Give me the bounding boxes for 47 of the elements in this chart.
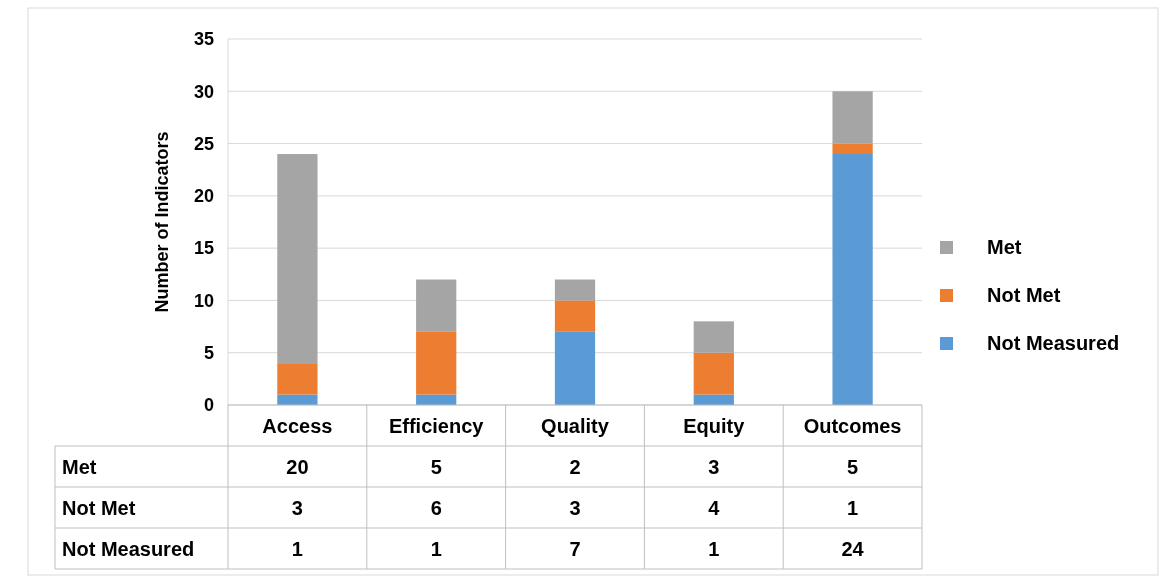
data-label: 6 bbox=[430, 496, 442, 519]
bar bbox=[554, 300, 596, 332]
y-axis-title: Number of Indicators bbox=[152, 131, 172, 313]
y-tick-label: 5 bbox=[203, 343, 214, 364]
bar bbox=[693, 352, 734, 395]
y-tick-label: 0 bbox=[203, 395, 214, 416]
bar bbox=[277, 363, 318, 395]
bar bbox=[554, 331, 596, 405]
data-label: 1 bbox=[847, 496, 859, 519]
data-label: 5 bbox=[430, 455, 442, 478]
y-tick-label: 25 bbox=[193, 133, 214, 154]
bar bbox=[416, 331, 457, 395]
bar bbox=[554, 279, 596, 301]
bar bbox=[832, 143, 873, 155]
y-tick-label: 10 bbox=[193, 290, 214, 311]
x-tick-label: Equity bbox=[683, 414, 746, 437]
data-label: 24 bbox=[841, 537, 865, 560]
data-label: 1 bbox=[291, 537, 303, 560]
bar bbox=[416, 279, 457, 332]
legend-label: Not Met bbox=[987, 284, 1061, 306]
y-tick-label: 15 bbox=[193, 238, 214, 259]
text: Not Met bbox=[62, 496, 136, 519]
data-label: 3 bbox=[569, 496, 581, 519]
data-label: 1 bbox=[708, 537, 720, 560]
bar bbox=[832, 91, 873, 144]
data-label: 2 bbox=[569, 455, 581, 478]
x-tick-label: Access bbox=[262, 414, 333, 437]
legend-label: Met bbox=[987, 236, 1022, 258]
data-label: 20 bbox=[286, 455, 309, 478]
x-tick-label: Quality bbox=[541, 414, 610, 437]
data-label: 5 bbox=[847, 455, 859, 478]
y-tick-label: 20 bbox=[193, 186, 214, 207]
x-tick-label: Outcomes bbox=[803, 414, 902, 437]
x-tick-label: Efficiency bbox=[388, 414, 485, 437]
y-tick-label: 30 bbox=[193, 81, 214, 102]
bar bbox=[277, 154, 318, 364]
text: Met bbox=[62, 455, 97, 478]
bar bbox=[832, 154, 873, 405]
y-tick-label: 35 bbox=[193, 29, 214, 50]
bar bbox=[693, 321, 734, 353]
data-label: 7 bbox=[569, 537, 581, 560]
data-label: 3 bbox=[708, 455, 720, 478]
data-label: 4 bbox=[708, 496, 721, 519]
legend-label: Not Measured bbox=[987, 332, 1120, 354]
data-label: 1 bbox=[430, 537, 442, 560]
text: Not Measured bbox=[62, 537, 195, 560]
data-label: 3 bbox=[291, 496, 303, 519]
